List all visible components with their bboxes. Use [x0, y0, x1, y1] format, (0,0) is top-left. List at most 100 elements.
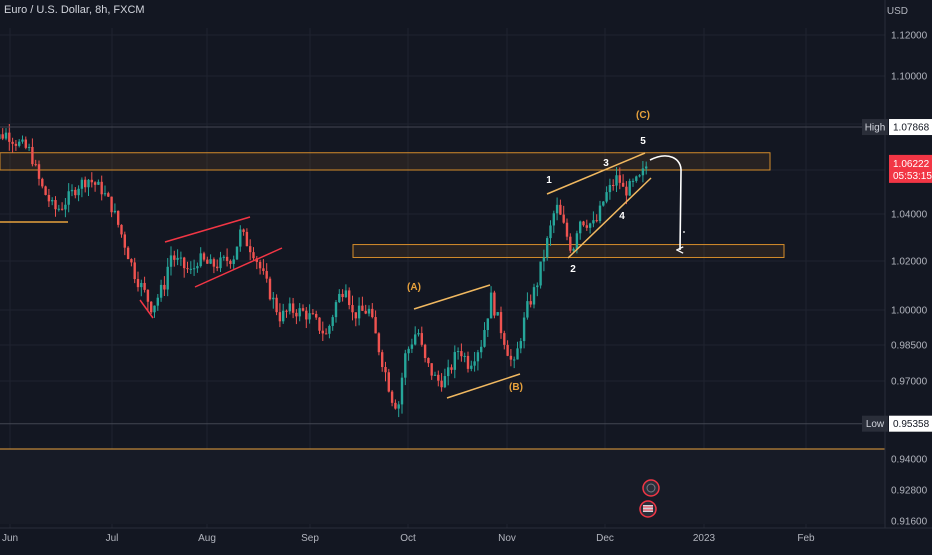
candle-body — [209, 259, 212, 264]
candle-body — [367, 308, 371, 314]
event-globe-icon[interactable] — [642, 479, 660, 497]
high-tag-label-bg — [862, 119, 888, 136]
x-tick-label: Nov — [498, 533, 516, 544]
red-channel-upper — [164, 216, 251, 243]
candle-body — [645, 166, 648, 169]
red-channel-tail — [139, 299, 154, 319]
candle-body — [54, 200, 57, 210]
currency-label: USD — [886, 6, 908, 17]
candle-body — [480, 346, 483, 353]
candle-body — [291, 303, 295, 313]
candle-body — [51, 200, 54, 202]
wedge-lower — [567, 177, 652, 259]
us-flag-icon — [643, 505, 653, 512]
candle-body — [74, 189, 77, 196]
y-tick-label: 0.92800 — [891, 486, 928, 497]
candle-body — [579, 221, 582, 234]
candle-body — [120, 224, 123, 235]
candle-body — [70, 189, 74, 192]
candle-body — [526, 301, 529, 318]
last-price-bg — [889, 154, 932, 183]
candle-body — [67, 191, 70, 205]
candle-body — [404, 353, 407, 378]
candle-body — [288, 303, 291, 312]
chart-title: Euro / U.S. Dollar, 8h, FXCM — [4, 4, 145, 16]
candle-body — [470, 365, 473, 369]
candle-body — [575, 233, 579, 249]
low-tag-value-bg — [889, 415, 932, 432]
y-tick-label: 0.97000 — [891, 377, 928, 388]
abc-channel-upper — [413, 284, 491, 310]
candle-body — [192, 268, 196, 270]
candle-body — [24, 139, 27, 148]
candle-body — [150, 301, 153, 313]
candle-body — [351, 305, 354, 313]
candle-body — [41, 178, 44, 187]
candle-body — [265, 271, 268, 279]
candle-body — [64, 204, 67, 210]
candle-body — [196, 266, 199, 269]
low-tag-label-bg — [862, 415, 888, 432]
candle-body — [536, 285, 539, 288]
candle-body — [453, 352, 456, 370]
candle-body — [0, 134, 1, 140]
candle-body — [268, 278, 272, 300]
candle-body — [305, 310, 308, 320]
wave-label: 3 — [603, 158, 609, 169]
candle-body — [153, 305, 156, 313]
wave-label: (A) — [407, 282, 421, 293]
candle-body — [11, 141, 14, 144]
candle-body — [605, 192, 608, 202]
candle-body — [318, 317, 321, 331]
candle-body — [546, 238, 549, 258]
candle-body — [163, 284, 166, 290]
candle-body — [529, 301, 532, 305]
y-tick-label: 1.04000 — [891, 210, 928, 221]
candle-body — [348, 290, 351, 306]
candle-body — [176, 257, 179, 260]
candle-body — [516, 348, 519, 360]
candle-body — [57, 208, 60, 210]
candle-body — [509, 355, 513, 360]
zone-box — [0, 152, 771, 171]
x-tick-label: 2023 — [693, 533, 716, 544]
candle-body — [440, 380, 443, 388]
lower-indicator-pane — [0, 449, 885, 524]
candle-body — [433, 374, 437, 376]
candle-body — [423, 344, 427, 359]
candle-body — [166, 266, 169, 290]
candle-body — [414, 334, 417, 345]
candle-body — [384, 367, 387, 373]
x-tick-label: Sep — [301, 533, 319, 544]
candle-body — [486, 318, 489, 331]
candle-body — [278, 312, 282, 322]
candle-body — [321, 330, 324, 334]
candle-body — [8, 132, 11, 142]
candle-body — [324, 333, 328, 335]
candle-body — [222, 256, 225, 258]
candle-body — [258, 261, 262, 269]
low-tag-label: Low — [866, 419, 885, 430]
candle-body — [308, 313, 311, 320]
candle-body — [628, 181, 631, 196]
candle-body — [245, 231, 249, 247]
candle-body — [156, 297, 159, 306]
candle-body — [126, 247, 130, 260]
candle-body — [159, 284, 163, 298]
candle-body — [14, 143, 18, 146]
candle-body — [31, 146, 34, 165]
projection-arrow — [649, 155, 681, 250]
candle-body — [275, 297, 278, 313]
candle-body — [143, 282, 146, 290]
candle-body — [513, 359, 516, 361]
candle-body — [585, 225, 588, 228]
candle-body — [522, 317, 526, 342]
candle-body — [364, 310, 367, 314]
candle-body — [394, 402, 397, 409]
drawings — [0, 152, 685, 399]
candle-body — [371, 308, 374, 318]
candle-body — [460, 351, 463, 357]
candle-body — [93, 182, 97, 185]
